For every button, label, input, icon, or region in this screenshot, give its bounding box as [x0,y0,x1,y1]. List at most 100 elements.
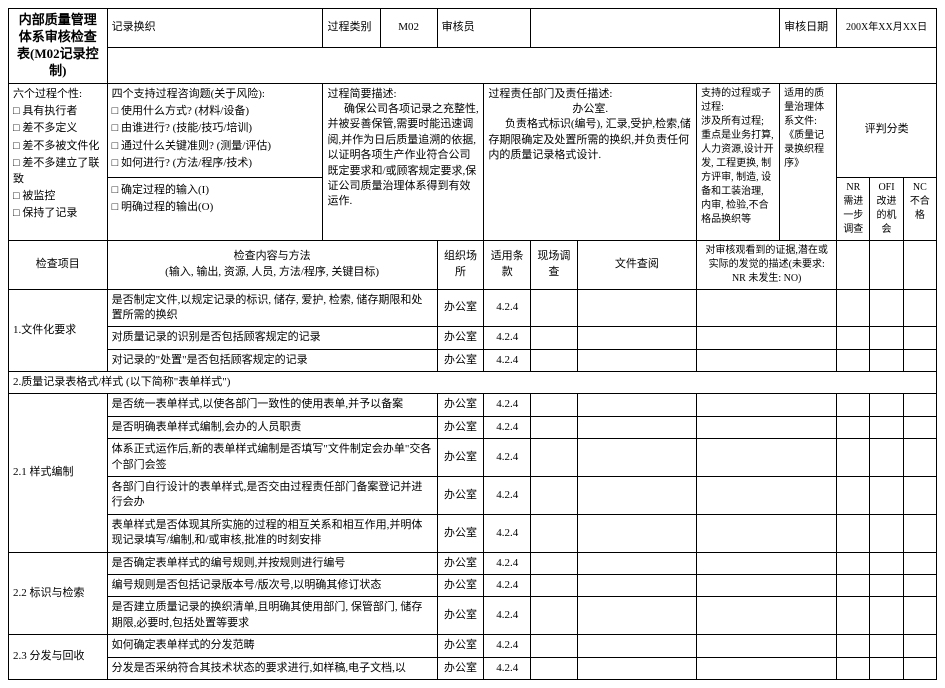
table-row: 是否建立质量记录的换织清单,且明确其使用部门, 保管部门, 储存期限,必要时,包… [9,597,937,635]
row-nr [837,574,870,596]
table-row: 2.3 分发与回收如何确定表单样式的分发范畴办公室4.2.4 [9,635,937,657]
table-row: 2.2 标识与检索是否确定表单样式的编号规则,并按规则进行编号办公室4.2.4 [9,552,937,574]
row-ofi [870,327,903,349]
auditor-value [531,9,780,48]
row-evidence [697,635,837,657]
row-question: 对质量记录的识别是否包括顾客规定的记录 [107,327,437,349]
row-nr [837,394,870,416]
row-survey [531,394,578,416]
row-nc [903,349,936,371]
row-evidence [697,552,837,574]
row-ofi [870,552,903,574]
row-evidence [697,327,837,349]
table-row: 体系正式运作后,新的表单样式编制是否填写"文件制定会办单"交各个部门会签办公室4… [9,439,937,477]
row-nc [903,327,936,349]
row-ofi [870,597,903,635]
row-nc [903,597,936,635]
row-nr [837,416,870,438]
table-row: 对质量记录的识别是否包括顾客规定的记录办公室4.2.4 [9,327,937,349]
row-org: 办公室 [437,574,484,596]
table-row: 表单样式是否体现其所实施的过程的相互关系和相互作用,并明体现记录填写/编制,和/… [9,514,937,552]
row-org: 办公室 [437,394,484,416]
table-row: 各部门自行设计的表单样式,是否交由过程责任部门备案登记并进行会办办公室4.2.4 [9,477,937,515]
row-survey [531,635,578,657]
support-proc-label: 支持的过程或子过程: [701,87,775,115]
row-nr [837,514,870,552]
row-org: 办公室 [437,439,484,477]
col-nc [903,240,936,289]
row-survey [531,477,578,515]
row-nr [837,477,870,515]
ref-doc-label: 适用的质量治理体系文件: [784,87,832,129]
row-org: 办公室 [437,289,484,327]
row-nr [837,657,870,679]
header-row: 内部质量管理体系审核检查表(M02记录控制) 记录换织 过程类别 M02 审核员… [9,9,937,48]
row-nr [837,635,870,657]
audit-date-value: 200X年XX月XX日 [837,9,937,48]
header-spacer [107,47,936,83]
row-nc [903,289,936,327]
row-survey [531,574,578,596]
row-question: 是否建立质量记录的换织清单,且明确其使用部门, 保管部门, 储存期限,必要时,包… [107,597,437,635]
checkbox-item: □ 保持了记录 [13,206,103,221]
row-org: 办公室 [437,349,484,371]
checkbox-item: □ 差不多定义 [13,121,103,136]
row-doc [577,574,696,596]
ref-doc-box: 适用的质量治理体系文件: 《质量记录换织程序》 [780,83,837,240]
dept-box: 过程责任部门及责任描述: 办公室. 负责格式标识(编号), 汇录,受护,检索,储… [484,83,697,240]
row-clause: 4.2.4 [484,289,531,327]
form-title: 内部质量管理体系审核检查表(M02记录控制) [9,9,108,84]
row-evidence [697,349,837,371]
dept-label: 过程责任部门及责任描述: [488,87,692,102]
row-doc [577,439,696,477]
row-ofi [870,477,903,515]
row-nr [837,439,870,477]
dept-text: 负责格式标识(编号), 汇录,受护,检索,储存期限确定及处置所需的换织,并负责任… [488,117,692,163]
row-doc [577,514,696,552]
row-survey [531,289,578,327]
row-survey [531,327,578,349]
row-nr [837,552,870,574]
process-summary-box: 过程简要描述: 确保公司各项记录之充整性,并被妥善保管,需要时能迅速调阅,并作为… [323,83,484,240]
row-evidence [697,597,837,635]
io-box: □ 确定过程的输入(I)□ 明确过程的输出(O) [107,177,323,240]
row-clause: 4.2.4 [484,574,531,596]
row-question: 是否明确表单样式编制,会办的人员职责 [107,416,437,438]
row-nr [837,327,870,349]
score-label: 评判分类 [837,83,937,177]
row-evidence [697,394,837,416]
table-row: 是否明确表单样式编制,会办的人员职责办公室4.2.4 [9,416,937,438]
row-ofi [870,349,903,371]
six-personality-box: 六个过程个性: □ 具有执行者□ 差不多定义□ 差不多被文件化□ 差不多建立了联… [9,83,108,240]
row-clause: 4.2.4 [484,552,531,574]
row-clause: 4.2.4 [484,635,531,657]
row-ofi [870,416,903,438]
row-doc [577,552,696,574]
record-dept-label: 记录换织 [107,9,323,48]
row-doc [577,597,696,635]
col-evidence: 对审核观看到的证据,潜在或实际的发觉的描述(未要求: NR 未发生: NO) [697,240,837,289]
col-org: 组织场所 [437,240,484,289]
auditor-label: 审核员 [437,9,530,48]
checkbox-item: □ 差不多建立了联致 [13,156,103,187]
table-row: 分发是否采纳符合其技术状态的要求进行,如样稿,电子文档,以办公室4.2.4 [9,657,937,679]
row-evidence [697,574,837,596]
row-doc [577,477,696,515]
row-item: 2.3 分发与回收 [9,635,108,680]
row-ofi [870,394,903,416]
row-question: 是否确定表单样式的编号规则,并按规则进行编号 [107,552,437,574]
row-nc [903,439,936,477]
row-evidence [697,477,837,515]
row-nc [903,574,936,596]
row-org: 办公室 [437,416,484,438]
four-support-title: 四个支持过程咨询题(关于风险): [112,88,265,100]
row-doc [577,289,696,327]
row-evidence [697,657,837,679]
row-survey [531,657,578,679]
support-proc-box: 支持的过程或子过程: 涉及所有过程; 重点是业务打算, 人力资源,设计开发, 工… [697,83,780,240]
checkbox-item: □ 差不多被文件化 [13,139,103,154]
column-header-row: 检查项目 检查内容与方法 (输入, 输出, 资源, 人员, 方法/程序, 关键目… [9,240,937,289]
row-question: 编号规则是否包括记录版本号/版次号,以明确其修订状态 [107,574,437,596]
row-nc [903,552,936,574]
row-question: 分发是否采纳符合其技术状态的要求进行,如样稿,电子文档,以 [107,657,437,679]
